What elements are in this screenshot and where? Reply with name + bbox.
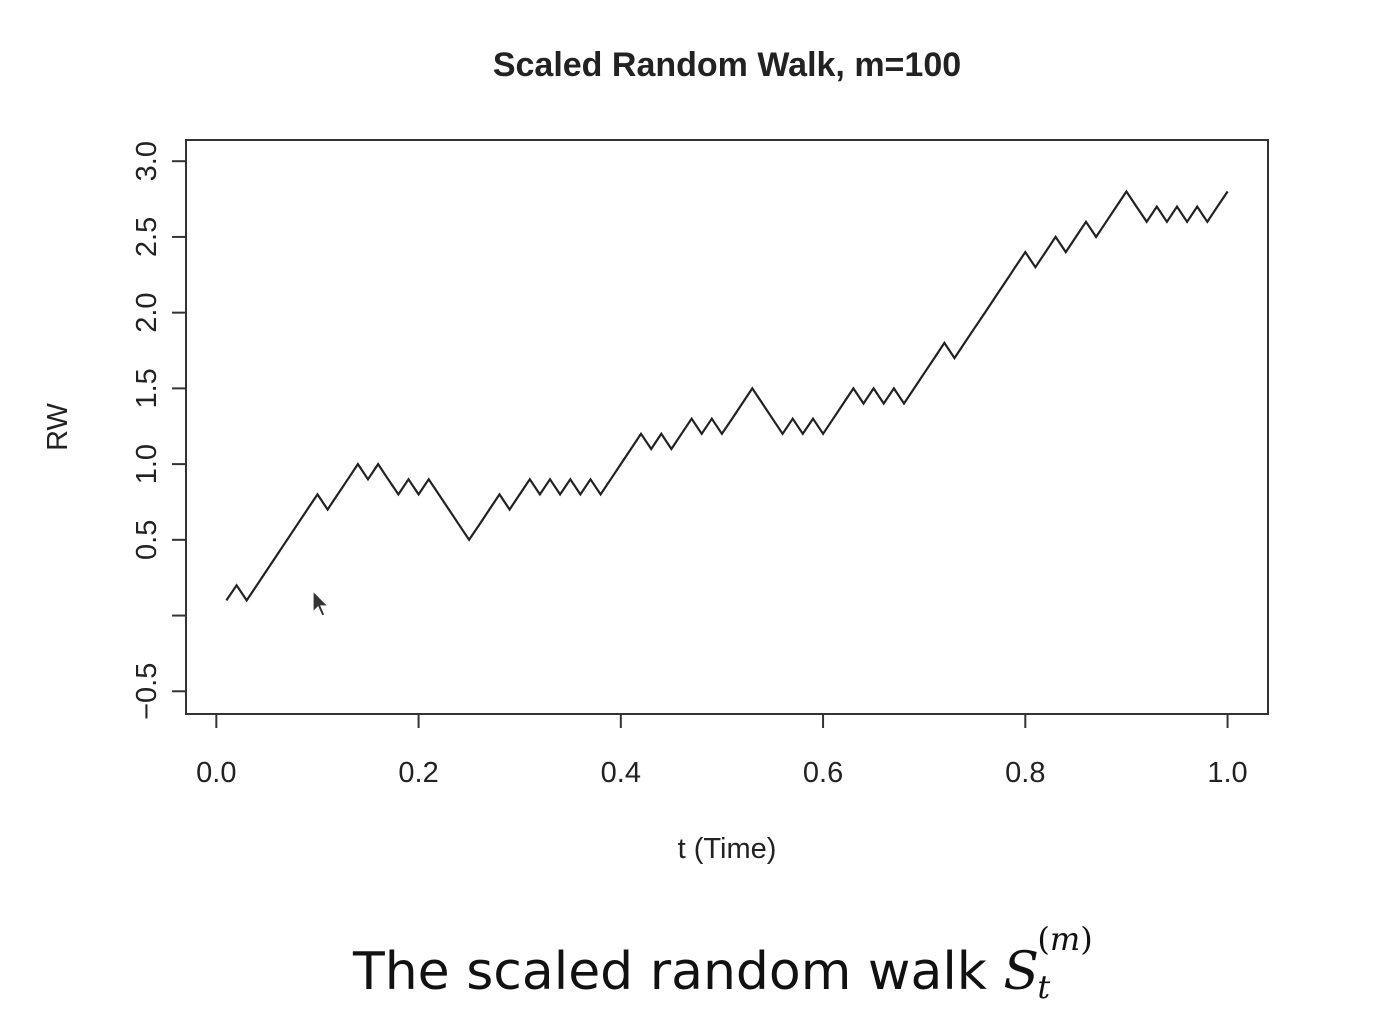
caption-text: The scaled random walk [352, 942, 1004, 1002]
y-tick-label: 0.5 [131, 520, 163, 560]
y-tick-label: 3.0 [131, 141, 163, 181]
y-axis-label: RW [42, 402, 74, 450]
y-tick-label: −0.5 [131, 663, 163, 720]
x-tick-label: 0.2 [398, 757, 438, 789]
y-tick-label: 1.0 [131, 444, 163, 484]
y-tick-label: 1.5 [131, 368, 163, 408]
chart-title: Scaled Random Walk, m=100 [493, 46, 961, 84]
caption-superscript: (m) [1037, 920, 1093, 958]
x-axis: 0.0 0.2 0.4 0.6 0.8 1.0 [196, 713, 1248, 789]
x-tick-label: 0.8 [1005, 757, 1045, 789]
x-tick-label: 0.4 [601, 757, 641, 789]
y-tick-label: 2.5 [131, 217, 163, 257]
mouse-cursor-icon [312, 590, 330, 617]
x-axis-label: t (Time) [678, 833, 777, 865]
series-line-0 [225, 189, 1229, 603]
caption-symbol: S [1003, 942, 1040, 1002]
x-tick-label: 1.0 [1207, 757, 1247, 789]
x-tick-label: 0.6 [803, 757, 843, 789]
caption-subscript: t [1037, 968, 1051, 1006]
x-tick-label: 0.0 [196, 757, 236, 789]
chart: Scaled Random Walk, m=100 0.0 0.2 0.4 0.6 0.… [42, 46, 1269, 865]
caption-superscript-var: m [1049, 920, 1081, 958]
y-tick-label: 2.0 [131, 292, 163, 332]
series-group [225, 189, 1229, 603]
y-axis: −0.5 0.5 1.0 1.5 2.0 2.5 3.0 [131, 141, 187, 720]
